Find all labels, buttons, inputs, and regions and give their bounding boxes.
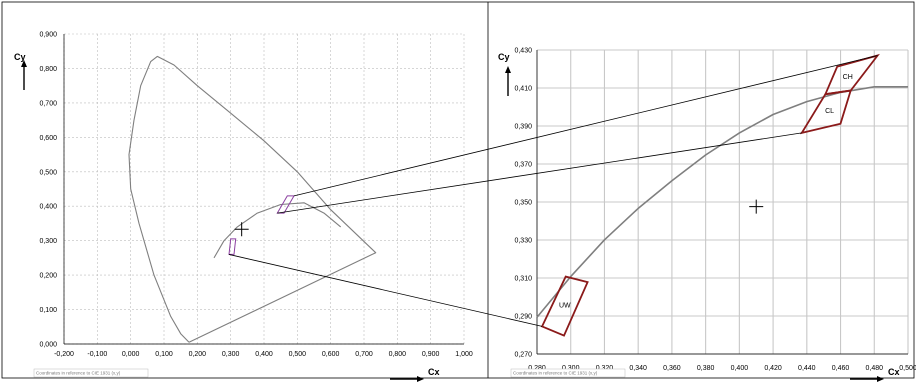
y-tick-label: 0,500 (39, 169, 57, 176)
y-tick-label: 0,800 (39, 66, 57, 73)
color-region-1 (276, 195, 295, 214)
x-tick-label: 0,000 (122, 351, 140, 358)
white-point-marker (234, 222, 249, 237)
x-tick-label: 0,440 (798, 365, 816, 372)
figure-frame (1, 1, 915, 379)
coordinate-note: Coordinates in reference to CIE 1931 (x,… (33, 368, 149, 378)
y-tick-label: 0,270 (514, 352, 532, 359)
y-tick-label: 0,100 (39, 307, 57, 314)
note-text: Coordinates in reference to CIE 1931 (x,… (36, 371, 121, 376)
y-tick-label: 0,370 (514, 162, 532, 169)
white-point-marker (749, 199, 764, 214)
y-tick-label: 0,300 (39, 238, 57, 245)
y-arrow-head (21, 60, 27, 67)
region-label: CL (825, 108, 834, 115)
x-tick-label: 0,360 (663, 365, 681, 372)
y-tick-label: 0,330 (514, 238, 532, 245)
zoom-connectors (228, 55, 878, 327)
region-label: CH (843, 74, 853, 81)
note-box (510, 368, 626, 378)
y-tick-label: 0,400 (39, 204, 57, 211)
y-tick-label: 0,290 (514, 314, 532, 321)
y-tick-label: 0,430 (514, 48, 532, 55)
y-tick-label: 0,390 (514, 124, 532, 131)
y-axis-label: Cy (14, 52, 26, 62)
x-tick-label: -0,100 (87, 351, 107, 358)
coordinate-note: Coordinates in reference to CIE 1931 (x,… (510, 368, 626, 378)
gridlines (536, 49, 909, 355)
x-tick-label: 0,400 (255, 351, 273, 358)
color-region-cl (799, 89, 852, 135)
y-tick-label: 0,900 (39, 32, 57, 39)
color-region-uw (540, 275, 589, 337)
x-arrow-head (417, 376, 424, 382)
note-box (33, 368, 149, 378)
curve-series (128, 55, 377, 343)
x-tick-label: 0,420 (764, 365, 782, 372)
x-tick-label: 0,900 (422, 351, 440, 358)
y-tick-label: 0,600 (39, 135, 57, 142)
x-tick-label: 0,340 (629, 365, 647, 372)
x-tick-label: 0,100 (155, 351, 173, 358)
full-diagram-panel: -0,200 -0,100 0,000 0,100 0,200 0,300 0,400 0,5… (14, 32, 473, 382)
connector-line (293, 55, 878, 197)
x-tick-label: 0,500 (899, 365, 916, 372)
x-tick-label: 1,000 (455, 351, 473, 358)
x-tick-label: 0,600 (322, 351, 340, 358)
x-tick-label: 0,480 (866, 365, 884, 372)
x-tick-label: 0,320 (596, 365, 614, 372)
x-tick-label: 0,280 (528, 365, 546, 372)
x-tick-label: 0,200 (189, 351, 207, 358)
gridlines (63, 33, 465, 345)
y-tick-label: 0,000 (39, 342, 57, 349)
x-tick-label: 0,500 (289, 351, 307, 358)
x-tick-label: 0,460 (832, 365, 850, 372)
x-axis-label: Cx (428, 367, 440, 377)
x-axis-label: Cx (888, 367, 900, 377)
x-tick-label: 0,400 (731, 365, 749, 372)
x-tick-label: 0,380 (697, 365, 715, 372)
y-tick-label: 0,200 (39, 273, 57, 280)
x-tick-label: 0,300 (222, 351, 240, 358)
zoom-panel: 0,280 0,300 0,320 0,340 0,360 0,380 0,400 0,420… (498, 48, 916, 382)
x-tick-label: 0,800 (389, 351, 407, 358)
x-tick-label: -0,200 (54, 351, 74, 358)
y-axis-label: Cy (498, 52, 510, 62)
x-arrow-head (877, 376, 884, 382)
connector-line (277, 132, 802, 214)
locus-series (213, 202, 342, 259)
y-tick-label: 0,350 (514, 200, 532, 207)
y-arrow-head (505, 66, 511, 73)
color-region-0 (228, 238, 237, 255)
y-tick-label: 0,700 (39, 100, 57, 107)
connector-line (228, 254, 543, 327)
x-tick-label: 0,300 (562, 365, 580, 372)
x-tick-label: 0,700 (355, 351, 373, 358)
y-tick-label: 0,410 (514, 86, 532, 93)
note-text: Coordinates in reference to CIE 1931 (x,… (513, 371, 598, 376)
y-tick-label: 0,310 (514, 276, 532, 283)
region-label: UW (559, 303, 571, 310)
